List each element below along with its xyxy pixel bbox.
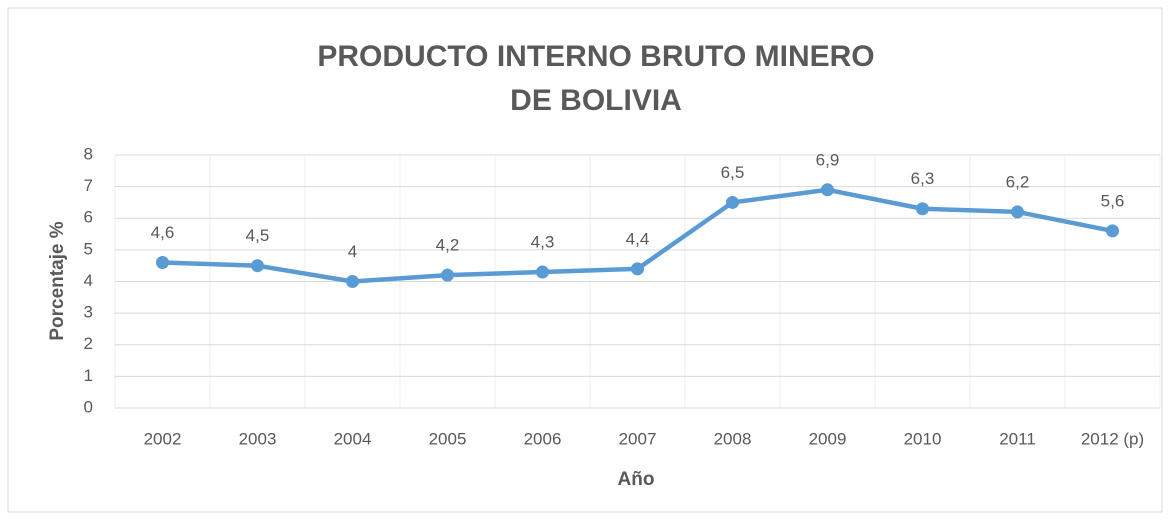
y-tick-label: 3 xyxy=(84,303,93,322)
data-point xyxy=(441,268,454,282)
data-label: 6,5 xyxy=(721,163,745,182)
data-label: 5,6 xyxy=(1101,191,1125,210)
data-point xyxy=(536,265,549,279)
data-label: 6,9 xyxy=(816,150,840,169)
y-tick-label: 0 xyxy=(84,397,93,416)
x-axis-label: Año xyxy=(618,469,655,490)
data-label: 6,3 xyxy=(911,169,935,188)
data-label: 4 xyxy=(348,242,357,261)
data-point xyxy=(1106,224,1119,238)
y-tick-label: 2 xyxy=(84,334,93,353)
chart-title: DE BOLIVIA xyxy=(510,84,682,117)
x-tick-label: 2010 xyxy=(904,429,942,448)
y-tick-label: 4 xyxy=(84,271,93,290)
data-point xyxy=(726,195,739,209)
x-tick-label: 2011 xyxy=(999,429,1036,448)
x-tick-label: 2004 xyxy=(334,429,372,448)
data-point xyxy=(631,262,644,276)
data-point xyxy=(156,256,169,270)
x-tick-label: 2009 xyxy=(809,429,847,448)
chart-title: PRODUCTO INTERNO BRUTO MINERO xyxy=(317,40,874,73)
x-tick-label: 2003 xyxy=(239,429,277,448)
x-tick-label: 2002 xyxy=(144,429,182,448)
y-tick-label: 7 xyxy=(84,176,93,195)
data-label: 6,2 xyxy=(1006,172,1030,191)
x-tick-label: 2012 (p) xyxy=(1081,429,1144,448)
data-point xyxy=(346,275,359,288)
x-tick-label: 2005 xyxy=(429,429,467,448)
data-point xyxy=(1011,205,1024,219)
data-label: 4,4 xyxy=(626,229,650,248)
y-tick-label: 8 xyxy=(84,144,93,163)
data-point xyxy=(916,202,929,216)
x-tick-label: 2007 xyxy=(619,429,657,448)
x-tick-label: 2008 xyxy=(714,429,752,448)
x-tick-label: 2006 xyxy=(524,429,562,448)
data-label: 4,3 xyxy=(531,232,555,251)
y-tick-label: 6 xyxy=(84,208,93,227)
y-tick-label: 5 xyxy=(84,239,93,258)
data-point xyxy=(251,259,264,273)
y-tick-label: 1 xyxy=(84,366,93,385)
data-label: 4,5 xyxy=(246,226,270,245)
data-label: 4,2 xyxy=(436,236,460,255)
y-axis-label: Porcentaje % xyxy=(47,221,68,340)
data-point xyxy=(821,183,834,197)
data-label: 4,6 xyxy=(151,223,175,242)
